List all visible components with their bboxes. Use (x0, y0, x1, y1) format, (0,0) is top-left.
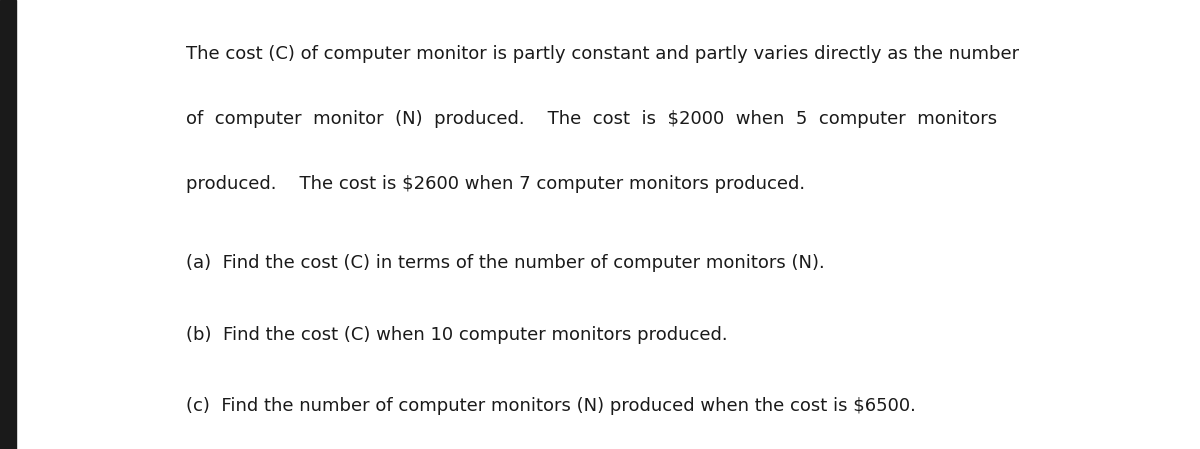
Text: (b)  Find the cost (C) when 10 computer monitors produced.: (b) Find the cost (C) when 10 computer m… (186, 326, 727, 343)
Text: The cost (C) of computer monitor is partly constant and partly varies directly a: The cost (C) of computer monitor is part… (186, 45, 1019, 63)
Text: (a)  Find the cost (C) in terms of the number of computer monitors (N).: (a) Find the cost (C) in terms of the nu… (186, 254, 824, 272)
Text: of  computer  monitor  (N)  produced.    The  cost  is  $2000  when  5  computer: of computer monitor (N) produced. The co… (186, 110, 997, 128)
Text: (c)  Find the number of computer monitors (N) produced when the cost is $6500.: (c) Find the number of computer monitors… (186, 397, 916, 415)
Text: produced.    The cost is $2600 when 7 computer monitors produced.: produced. The cost is $2600 when 7 compu… (186, 175, 805, 193)
